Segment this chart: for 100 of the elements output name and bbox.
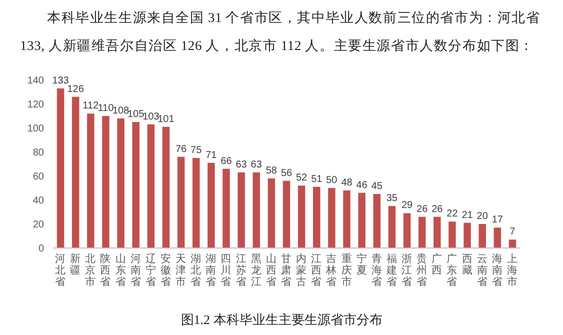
x-tick-label: 山西省 (266, 252, 277, 288)
data-label: 45 (371, 181, 383, 192)
bar (282, 180, 290, 248)
x-tick-label: 福建省 (385, 252, 398, 288)
bar (208, 162, 215, 248)
data-label: 7 (510, 226, 516, 238)
bar (162, 126, 170, 248)
data-label: 112 (82, 100, 100, 112)
bar (373, 194, 381, 248)
bar (313, 186, 320, 248)
caption: 图1.2 本科毕业生主要生源省市分布 (180, 311, 384, 329)
bar (494, 228, 502, 248)
y-tick-label: 60 (32, 172, 44, 182)
data-label: 105 (128, 109, 145, 120)
data-label: 52 (296, 172, 308, 184)
data-label: 26 (416, 204, 428, 215)
data-label: 20 (476, 211, 488, 222)
y-tick-label: 0 (38, 244, 44, 254)
bar (252, 172, 260, 248)
data-label: 133 (52, 75, 70, 86)
data-label: 50 (326, 175, 338, 186)
bar (222, 168, 230, 248)
x-tick-label: 海南省 (492, 253, 503, 288)
x-tick-label: 新疆 (70, 252, 82, 276)
x-tick-label: 湖南省 (206, 253, 217, 288)
x-tick-label: 上海市 (506, 252, 518, 288)
bar (418, 216, 426, 248)
data-label: 63 (250, 159, 262, 170)
x-tick-label: 陕西省 (100, 253, 112, 288)
x-tick-label: 黑龙江 (250, 253, 262, 288)
chart-title: 本科毕业生生源来自全国 31 个省市区，其中毕业人数前三位的省市为：河北省 133, 人新疆维吾尔自治区 126 人，北京市 112 人。主要生源省市人数分布如下图： (20, 9, 542, 55)
data-label: 66 (220, 156, 232, 167)
data-label: 21 (462, 210, 474, 221)
bar (508, 240, 516, 248)
bar (448, 222, 456, 248)
x-tick-label: 河南省 (130, 253, 142, 288)
data-label: 17 (492, 214, 504, 226)
bar (268, 178, 276, 248)
bar (388, 206, 396, 248)
bar (328, 188, 336, 248)
x-tick-label: 宁夏 (356, 252, 368, 276)
bar (478, 224, 486, 248)
data-label: 75 (190, 145, 202, 156)
x-tick-label: 山东省 (115, 252, 126, 288)
x-tick-label: 江苏省 (236, 253, 247, 288)
bar (56, 88, 64, 248)
data-label: 76 (175, 144, 188, 155)
data-label: 29 (401, 200, 414, 212)
bar (464, 222, 471, 248)
y-tick-label: 120 (27, 100, 44, 110)
x-tick-label: 云南省 (476, 254, 488, 288)
x-tick-label: 安徽省 (160, 252, 172, 288)
x-tick-label: 辽宁省 (145, 253, 156, 288)
x-tick-label: 广东省 (446, 252, 458, 288)
data-label: 26 (432, 204, 444, 215)
data-label: 63 (236, 159, 248, 170)
x-tick-label: 四川省 (220, 253, 232, 288)
x-tick-label: 西藏 (462, 253, 473, 276)
data-label: 51 (311, 174, 323, 185)
data-label: 103 (142, 111, 160, 122)
y-tick-label: 20 (32, 220, 44, 230)
data-label: 108 (112, 105, 130, 116)
x-tick-label: 青海省 (371, 252, 382, 288)
y-tick-label: 80 (32, 148, 44, 158)
x-tick-label: 吉林省 (325, 252, 338, 288)
bar (147, 124, 155, 248)
bar (132, 122, 140, 248)
bar (117, 118, 124, 248)
x-tick-label: 贵州省 (416, 252, 428, 288)
bar (358, 192, 366, 248)
y-tick-label: 40 (32, 196, 44, 206)
bar (343, 190, 350, 248)
x-tick-label: 内蒙古 (296, 252, 308, 288)
data-label: 101 (158, 114, 175, 125)
data-label: 56 (280, 168, 292, 179)
data-label: 48 (341, 177, 353, 188)
x-tick-label: 重庆市 (341, 252, 352, 288)
bar (192, 158, 200, 248)
data-label: 110 (98, 103, 114, 114)
bar (87, 114, 94, 248)
data-label: 35 (386, 193, 398, 204)
x-tick-label: 湖北省 (190, 253, 202, 288)
x-tick-label: 北京市 (85, 252, 96, 288)
bar (298, 186, 306, 248)
x-tick-label: 浙江省 (402, 252, 413, 288)
y-tick-label: 140 (27, 76, 44, 86)
bar (177, 156, 185, 248)
bar (434, 216, 441, 248)
x-tick-label: 广西 (432, 252, 443, 276)
bar (403, 213, 411, 248)
data-label: 126 (67, 84, 84, 95)
y-tick-label: 100 (27, 124, 44, 134)
bar (238, 172, 245, 248)
data-label: 58 (266, 165, 278, 176)
data-label: 22 (446, 208, 458, 220)
data-label: 71 (206, 150, 218, 161)
x-tick-label: 河北省 (55, 253, 66, 288)
x-tick-label: 甘肃省 (281, 252, 292, 288)
x-tick-label: 天津市 (176, 253, 187, 288)
data-label: 46 (356, 180, 368, 191)
